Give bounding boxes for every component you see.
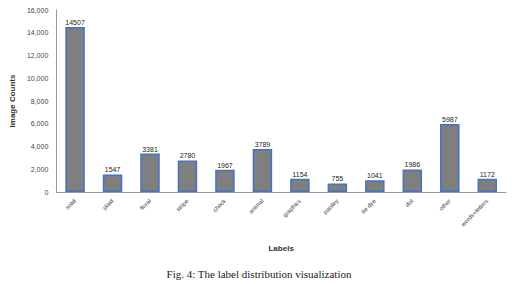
svg-text:16,000: 16,000 xyxy=(27,7,49,14)
svg-text:14507: 14507 xyxy=(65,19,85,26)
svg-text:0: 0 xyxy=(44,189,48,196)
svg-text:3381: 3381 xyxy=(142,146,158,153)
svg-text:plaid: plaid xyxy=(101,198,114,211)
svg-text:10,000: 10,000 xyxy=(27,75,49,82)
svg-text:1967: 1967 xyxy=(217,162,233,169)
svg-text:2,000: 2,000 xyxy=(31,166,49,173)
svg-text:6,000: 6,000 xyxy=(31,120,49,127)
svg-text:1547: 1547 xyxy=(105,166,121,173)
svg-text:12,000: 12,000 xyxy=(27,52,49,59)
svg-text:check: check xyxy=(212,198,227,213)
svg-text:floral: floral xyxy=(139,198,152,211)
svg-text:755: 755 xyxy=(332,175,344,182)
svg-text:Fig. 4: The label distribution: Fig. 4: The label distribution visualiza… xyxy=(167,268,352,280)
svg-text:8,000: 8,000 xyxy=(31,98,49,105)
svg-text:5987: 5987 xyxy=(442,116,458,123)
svg-text:1172: 1172 xyxy=(480,171,495,178)
svg-text:dot: dot xyxy=(404,198,414,208)
svg-text:words+letters: words+letters xyxy=(459,198,489,228)
svg-text:1986: 1986 xyxy=(405,161,421,168)
svg-text:3789: 3789 xyxy=(255,141,271,148)
svg-text:graphics: graphics xyxy=(282,198,302,218)
svg-text:14,000: 14,000 xyxy=(27,29,49,36)
svg-text:2780: 2780 xyxy=(180,152,196,159)
svg-text:Image Counts: Image Counts xyxy=(8,74,17,127)
svg-text:solid: solid xyxy=(64,198,77,211)
svg-text:paisley: paisley xyxy=(322,198,339,215)
svg-text:Labels: Labels xyxy=(268,244,294,253)
svg-text:1154: 1154 xyxy=(292,171,307,178)
svg-text:animal: animal xyxy=(248,198,265,215)
svg-text:stripe: stripe xyxy=(175,197,190,212)
svg-text:other: other xyxy=(438,198,452,212)
svg-text:tie dye: tie dye xyxy=(360,197,377,214)
svg-text:4,000: 4,000 xyxy=(31,143,49,150)
svg-text:1041: 1041 xyxy=(367,172,383,179)
